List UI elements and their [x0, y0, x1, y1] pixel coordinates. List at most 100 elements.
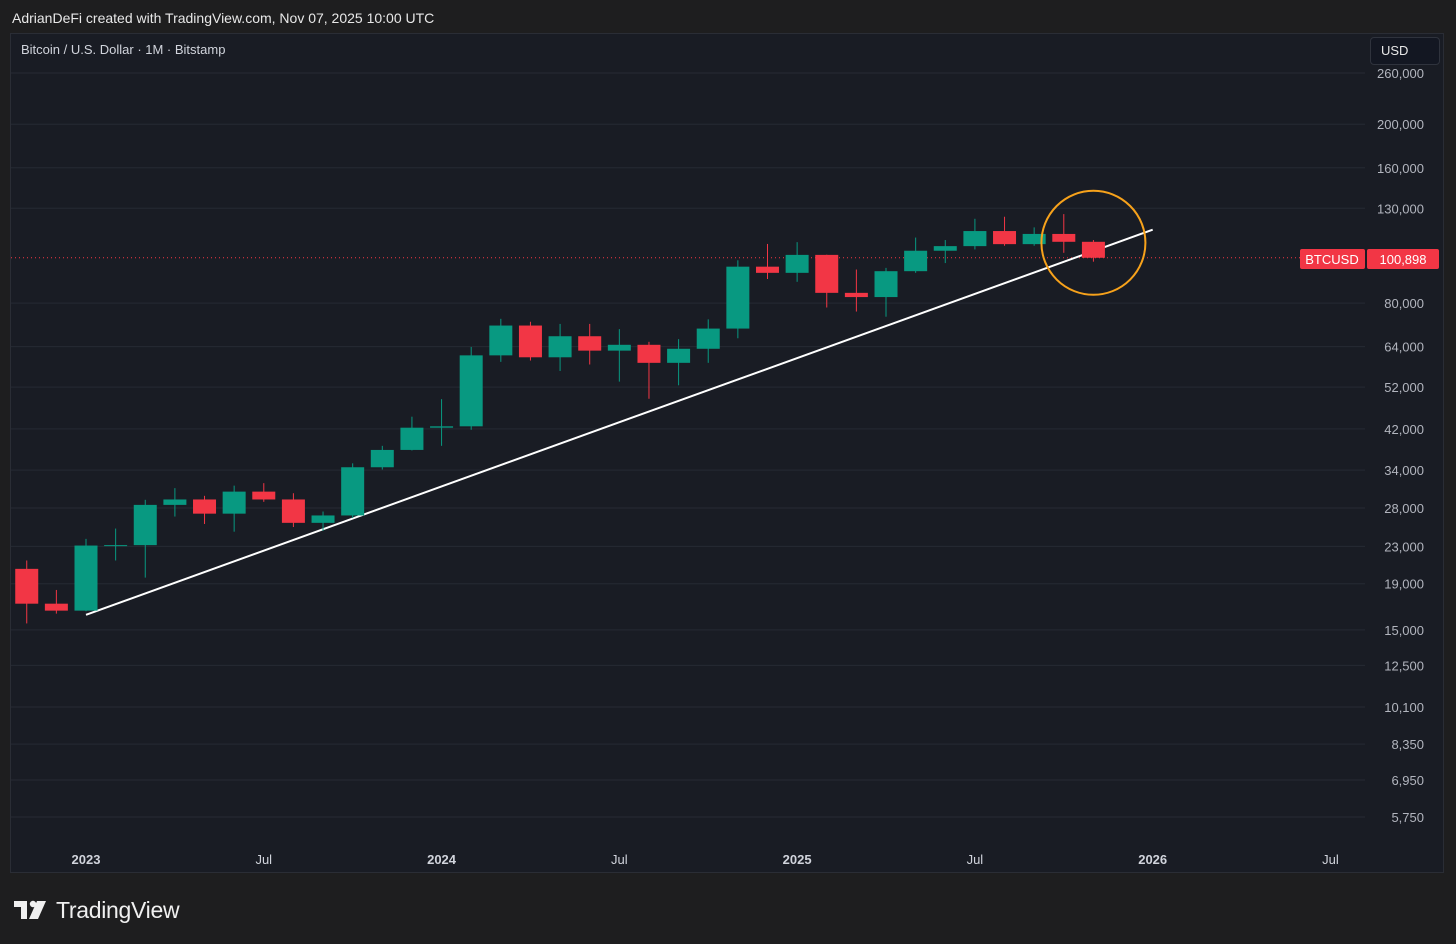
candle[interactable]: [400, 416, 424, 451]
candle[interactable]: [755, 243, 779, 280]
symbol-tag: BTCUSD: [1305, 252, 1358, 267]
candle[interactable]: [489, 318, 513, 362]
highlight-circle: [1040, 189, 1147, 296]
candle-body: [104, 545, 128, 547]
candle[interactable]: [1052, 214, 1076, 253]
price-tags: BTCUSD 100,898: [1300, 249, 1439, 269]
chart-frame[interactable]: [10, 33, 1444, 873]
candle[interactable]: [281, 493, 305, 528]
candle-body: [430, 426, 454, 428]
candle[interactable]: [15, 560, 39, 624]
candle-body: [311, 515, 335, 523]
tradingview-logo[interactable]: TradingView: [14, 894, 180, 926]
candle[interactable]: [430, 399, 454, 446]
candle[interactable]: [518, 321, 542, 361]
candle[interactable]: [1022, 227, 1046, 246]
x-tick-label: 2024: [427, 852, 457, 867]
tradingview-logo-icon: [14, 900, 46, 919]
candle-body: [548, 336, 572, 358]
x-tick-label: Jul: [611, 852, 628, 867]
symbol-tag-bg: [1300, 249, 1365, 269]
candle[interactable]: [341, 463, 365, 519]
y-tick-label: 64,000: [1384, 340, 1424, 355]
candles-layer[interactable]: [15, 214, 1105, 624]
last-price-tag-bg: [1367, 249, 1439, 269]
candle-body: [844, 292, 868, 298]
candle[interactable]: [459, 346, 483, 430]
candle[interactable]: [548, 323, 572, 371]
chart-credit: AdrianDeFi created with TradingView.com,…: [12, 10, 435, 26]
candle-body: [74, 545, 98, 611]
candle-body: [15, 568, 39, 604]
y-tick-label: 15,000: [1384, 623, 1424, 638]
currency-button[interactable]: USD: [1370, 37, 1440, 65]
candle-body: [755, 266, 779, 273]
price-axis[interactable]: 260,000 200,000 160,000 130,000 80,000 64,000…: [1377, 66, 1424, 825]
candle-body: [281, 499, 305, 523]
candle-body: [400, 427, 424, 450]
candle-body: [370, 449, 394, 468]
candle[interactable]: [874, 267, 898, 317]
candle-body: [341, 467, 365, 516]
grid-lines: [11, 72, 1365, 818]
candle[interactable]: [726, 260, 750, 339]
y-tick-label: 160,000: [1377, 161, 1424, 176]
candle[interactable]: [222, 485, 246, 532]
x-tick-label: 2026: [1138, 852, 1167, 867]
candle-body: [933, 246, 957, 251]
candle-body: [607, 344, 631, 351]
candle[interactable]: [370, 445, 394, 470]
candle-body: [518, 325, 542, 358]
y-tick-label: 52,000: [1384, 380, 1424, 395]
candle-body: [578, 336, 602, 351]
candle-body: [133, 504, 157, 546]
y-tick-label: 19,000: [1384, 577, 1424, 592]
candle[interactable]: [44, 589, 68, 614]
candle-body: [637, 344, 661, 363]
x-tick-label: 2023: [72, 852, 101, 867]
candle[interactable]: [933, 240, 957, 264]
candle[interactable]: [163, 488, 187, 517]
candle[interactable]: [1081, 240, 1105, 262]
candle[interactable]: [252, 483, 276, 502]
candle-body: [489, 325, 513, 356]
candle[interactable]: [785, 242, 809, 282]
candle-body: [904, 250, 928, 272]
candle[interactable]: [578, 323, 602, 365]
x-tick-label: Jul: [967, 852, 984, 867]
y-tick-label: 8,350: [1391, 737, 1424, 752]
candle-body: [1052, 233, 1076, 242]
x-tick-label: 2025: [783, 852, 812, 867]
candle[interactable]: [667, 339, 691, 386]
y-tick-label: 80,000: [1384, 296, 1424, 311]
y-tick-label: 10,100: [1384, 700, 1424, 715]
candle-body: [222, 491, 246, 514]
candle[interactable]: [963, 218, 987, 250]
candle-body: [815, 254, 839, 293]
candle-body: [726, 266, 750, 329]
symbol-title[interactable]: Bitcoin / U.S. Dollar · 1M · Bitstamp: [21, 42, 226, 57]
candle-body: [252, 491, 276, 500]
candle[interactable]: [607, 329, 631, 382]
candle[interactable]: [993, 216, 1017, 246]
candle[interactable]: [637, 341, 661, 399]
candle[interactable]: [133, 499, 157, 578]
support-trendline[interactable]: [85, 228, 1154, 616]
candle[interactable]: [104, 528, 128, 561]
candle[interactable]: [696, 319, 720, 363]
candle-body: [993, 231, 1017, 245]
candle[interactable]: [311, 511, 335, 531]
candle[interactable]: [74, 538, 98, 612]
candle-body: [1022, 233, 1046, 245]
candle[interactable]: [815, 254, 839, 308]
candle-body: [785, 254, 809, 273]
candle[interactable]: [844, 269, 868, 312]
candle-body: [44, 603, 68, 611]
y-tick-label: 28,000: [1384, 501, 1424, 516]
time-axis[interactable]: 2023 Jul 2024 Jul 2025 Jul 2026 Jul: [72, 852, 1339, 867]
candle[interactable]: [904, 237, 928, 273]
candle[interactable]: [193, 495, 217, 524]
x-tick-label: Jul: [1322, 852, 1339, 867]
y-tick-label: 6,950: [1391, 773, 1424, 788]
